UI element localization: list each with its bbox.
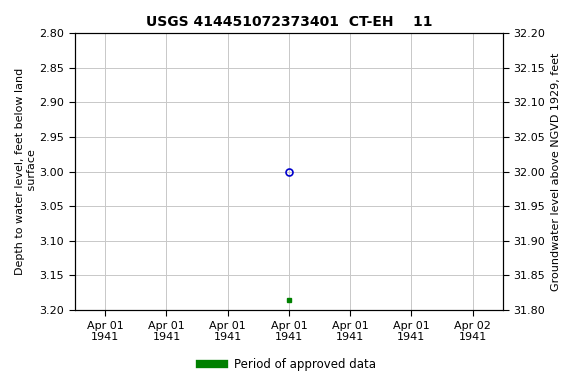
Legend: Period of approved data: Period of approved data xyxy=(196,354,380,376)
Title: USGS 414451072373401  CT-EH    11: USGS 414451072373401 CT-EH 11 xyxy=(146,15,432,29)
Y-axis label: Groundwater level above NGVD 1929, feet: Groundwater level above NGVD 1929, feet xyxy=(551,52,561,291)
Y-axis label: Depth to water level, feet below land
 surface: Depth to water level, feet below land su… xyxy=(15,68,37,275)
